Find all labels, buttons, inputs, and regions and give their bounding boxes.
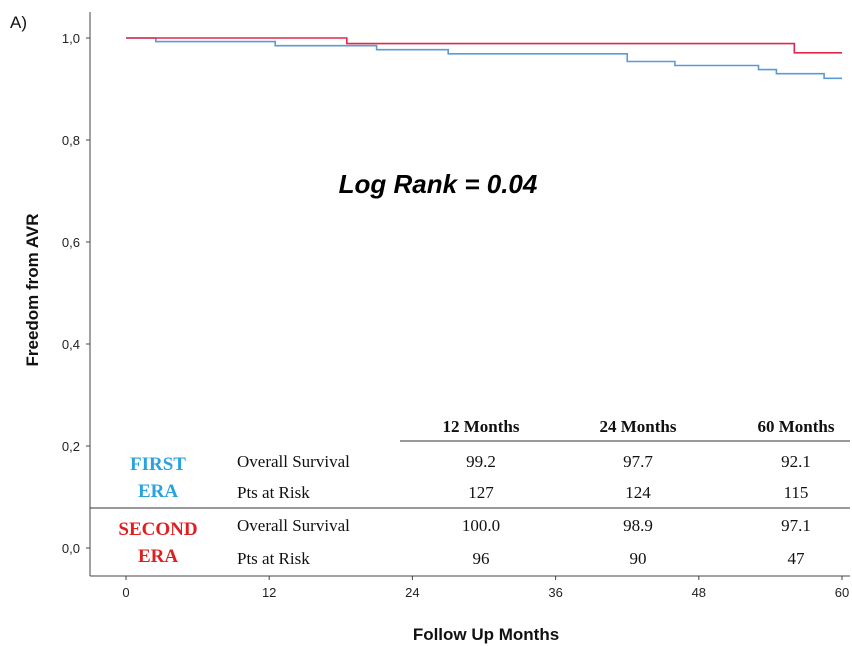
second-era-os-60: 97.1 (781, 516, 811, 535)
x-tick-label: 48 (692, 585, 706, 600)
second-era-os-12: 100.0 (462, 516, 500, 535)
table-header-12: 12 Months (443, 417, 520, 436)
x-tick-label: 0 (122, 585, 129, 600)
axes (89, 12, 850, 577)
panel-label: A) (10, 13, 27, 32)
second-era-risk-60: 47 (788, 549, 806, 568)
second-era-label-line1: SECOND (118, 519, 197, 540)
y-tick-label: 0,6 (62, 235, 80, 250)
second-era-label-line2: ERA (138, 546, 178, 567)
x-axis-title: Follow Up Months (413, 625, 559, 644)
x-tick-label: 60 (835, 585, 849, 600)
y-tick-label: 0,4 (62, 337, 80, 352)
second-era-os-24: 98.9 (623, 516, 653, 535)
y-tick-label: 1,0 (62, 31, 80, 46)
survival-curves (126, 37, 842, 80)
first-era-label-line1: FIRST (130, 454, 186, 475)
first-era-risk-60: 115 (784, 483, 809, 502)
y-ticks: 0,0 0,2 0,4 0,6 0,8 1,0 (62, 31, 90, 556)
second-era-risk-12: 96 (473, 549, 490, 568)
y-tick-label: 0,0 (62, 541, 80, 556)
y-axis-title: Freedom from AVR (23, 213, 42, 366)
first-era-os-60: 92.1 (781, 452, 811, 471)
table-header-60: 60 Months (758, 417, 835, 436)
y-tick-label: 0,2 (62, 439, 80, 454)
first-era-risk-label: Pts at Risk (237, 483, 310, 502)
first-era-risk-12: 127 (468, 483, 494, 502)
log-rank-annotation: Log Rank = 0.04 (339, 169, 538, 199)
risk-table: 12 Months 24 Months 60 Months FIRST ERA … (90, 417, 850, 568)
x-tick-label: 12 (262, 585, 276, 600)
x-tick-label: 24 (405, 585, 419, 600)
first-era-os-24: 97.7 (623, 452, 653, 471)
second-era-curve (126, 37, 842, 54)
x-ticks: 0 12 24 36 48 60 (122, 576, 849, 600)
first-era-curve (126, 37, 842, 80)
second-era-os-label: Overall Survival (237, 516, 350, 535)
x-tick-label: 36 (548, 585, 562, 600)
first-era-risk-24: 124 (625, 483, 651, 502)
second-era-risk-24: 90 (630, 549, 647, 568)
table-header-24: 24 Months (600, 417, 677, 436)
second-era-risk-label: Pts at Risk (237, 549, 310, 568)
first-era-os-label: Overall Survival (237, 452, 350, 471)
first-era-os-12: 99.2 (466, 452, 496, 471)
first-era-label-line2: ERA (138, 481, 178, 502)
y-tick-label: 0,8 (62, 133, 80, 148)
